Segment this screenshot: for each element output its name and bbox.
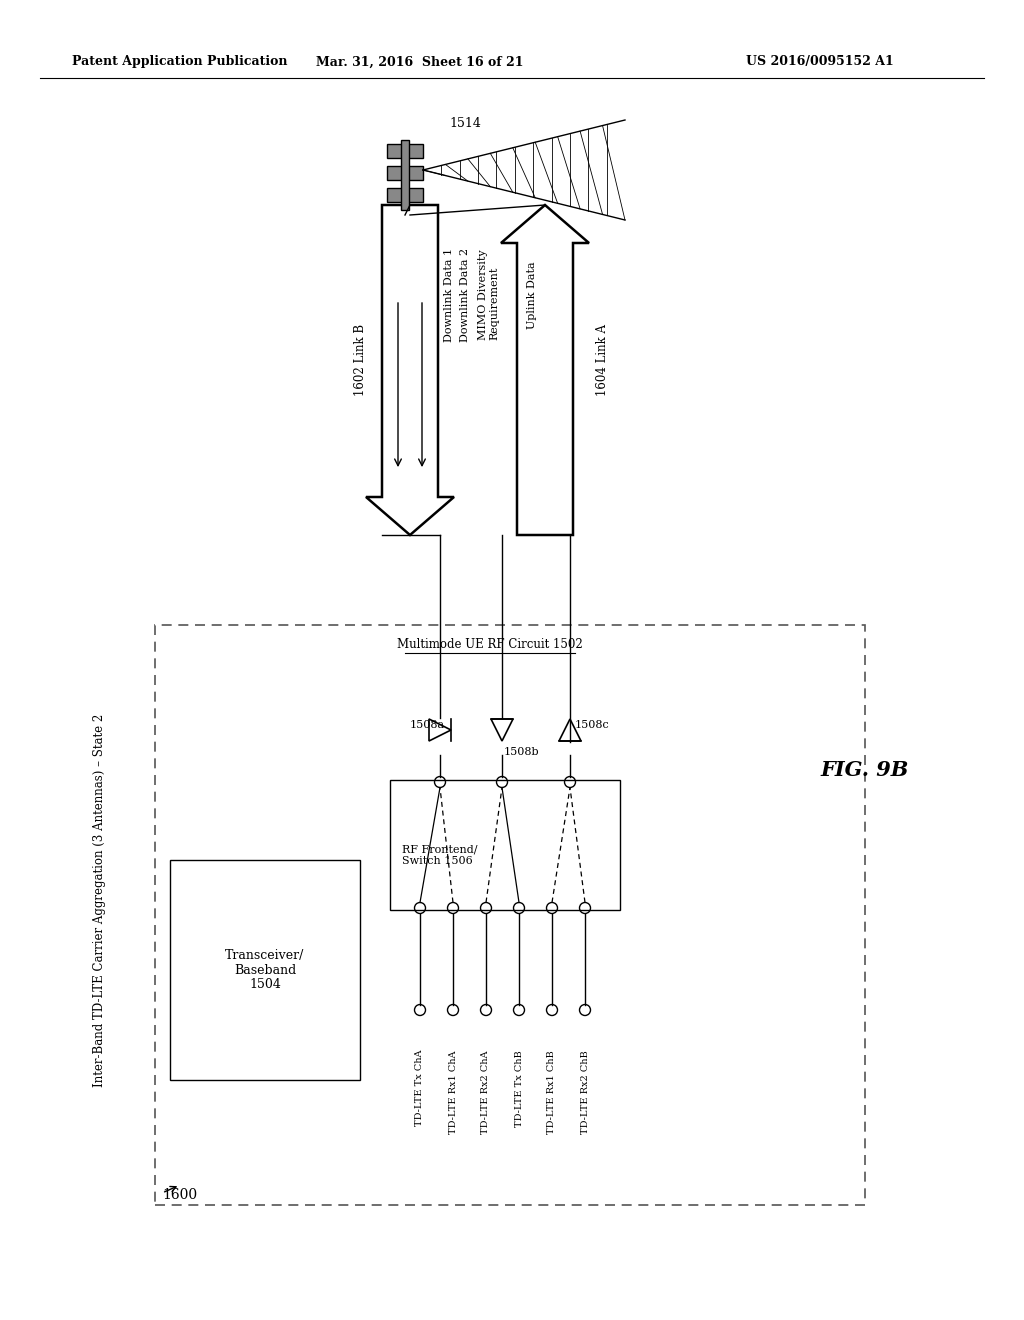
Text: Uplink Data: Uplink Data (527, 261, 537, 329)
Text: US 2016/0095152 A1: US 2016/0095152 A1 (746, 55, 894, 69)
Text: TD-LTE Rx1 ChB: TD-LTE Rx1 ChB (548, 1049, 556, 1134)
Text: 1514: 1514 (450, 117, 481, 129)
Text: TD-LTE Rx1 ChA: TD-LTE Rx1 ChA (449, 1049, 458, 1134)
Bar (401, 140, 409, 210)
Text: Inter-Band TD-LTE Carrier Aggregation (3 Antennas) – State 2: Inter-Band TD-LTE Carrier Aggregation (3… (93, 713, 106, 1086)
Text: TD-LTE Tx ChB: TD-LTE Tx ChB (514, 1049, 523, 1127)
Text: 1600: 1600 (162, 1188, 198, 1203)
Text: TD-LTE Tx ChA: TD-LTE Tx ChA (416, 1049, 425, 1126)
Text: Transceiver/
Baseband
1504: Transceiver/ Baseband 1504 (225, 949, 305, 991)
Text: RF Frontend/
Switch 1506: RF Frontend/ Switch 1506 (402, 845, 477, 866)
Bar (387, 144, 423, 158)
Text: 1604 Link A: 1604 Link A (597, 323, 609, 396)
Text: MIMO Diversity
Requirement: MIMO Diversity Requirement (478, 249, 500, 341)
Bar (387, 187, 423, 202)
Bar (170, 861, 360, 1080)
Text: TD-LTE Rx2 ChB: TD-LTE Rx2 ChB (581, 1049, 590, 1134)
Text: Downlink Data 1: Downlink Data 1 (444, 248, 454, 342)
Text: 1508c: 1508c (575, 719, 609, 730)
Bar (155, 624, 865, 1205)
Text: Patent Application Publication: Patent Application Publication (72, 55, 288, 69)
Text: Mar. 31, 2016  Sheet 16 of 21: Mar. 31, 2016 Sheet 16 of 21 (316, 55, 523, 69)
Text: 1508a: 1508a (410, 719, 445, 730)
Text: TD-LTE Rx2 ChA: TD-LTE Rx2 ChA (481, 1049, 490, 1134)
Text: 1508b: 1508b (504, 747, 540, 756)
Text: Multimode UE RF Circuit 1502: Multimode UE RF Circuit 1502 (397, 639, 583, 652)
Bar (387, 166, 423, 180)
Text: 1602 Link B: 1602 Link B (353, 323, 367, 396)
Bar (390, 780, 620, 909)
Text: FIG. 9B: FIG. 9B (820, 760, 908, 780)
Text: Downlink Data 2: Downlink Data 2 (460, 248, 470, 342)
